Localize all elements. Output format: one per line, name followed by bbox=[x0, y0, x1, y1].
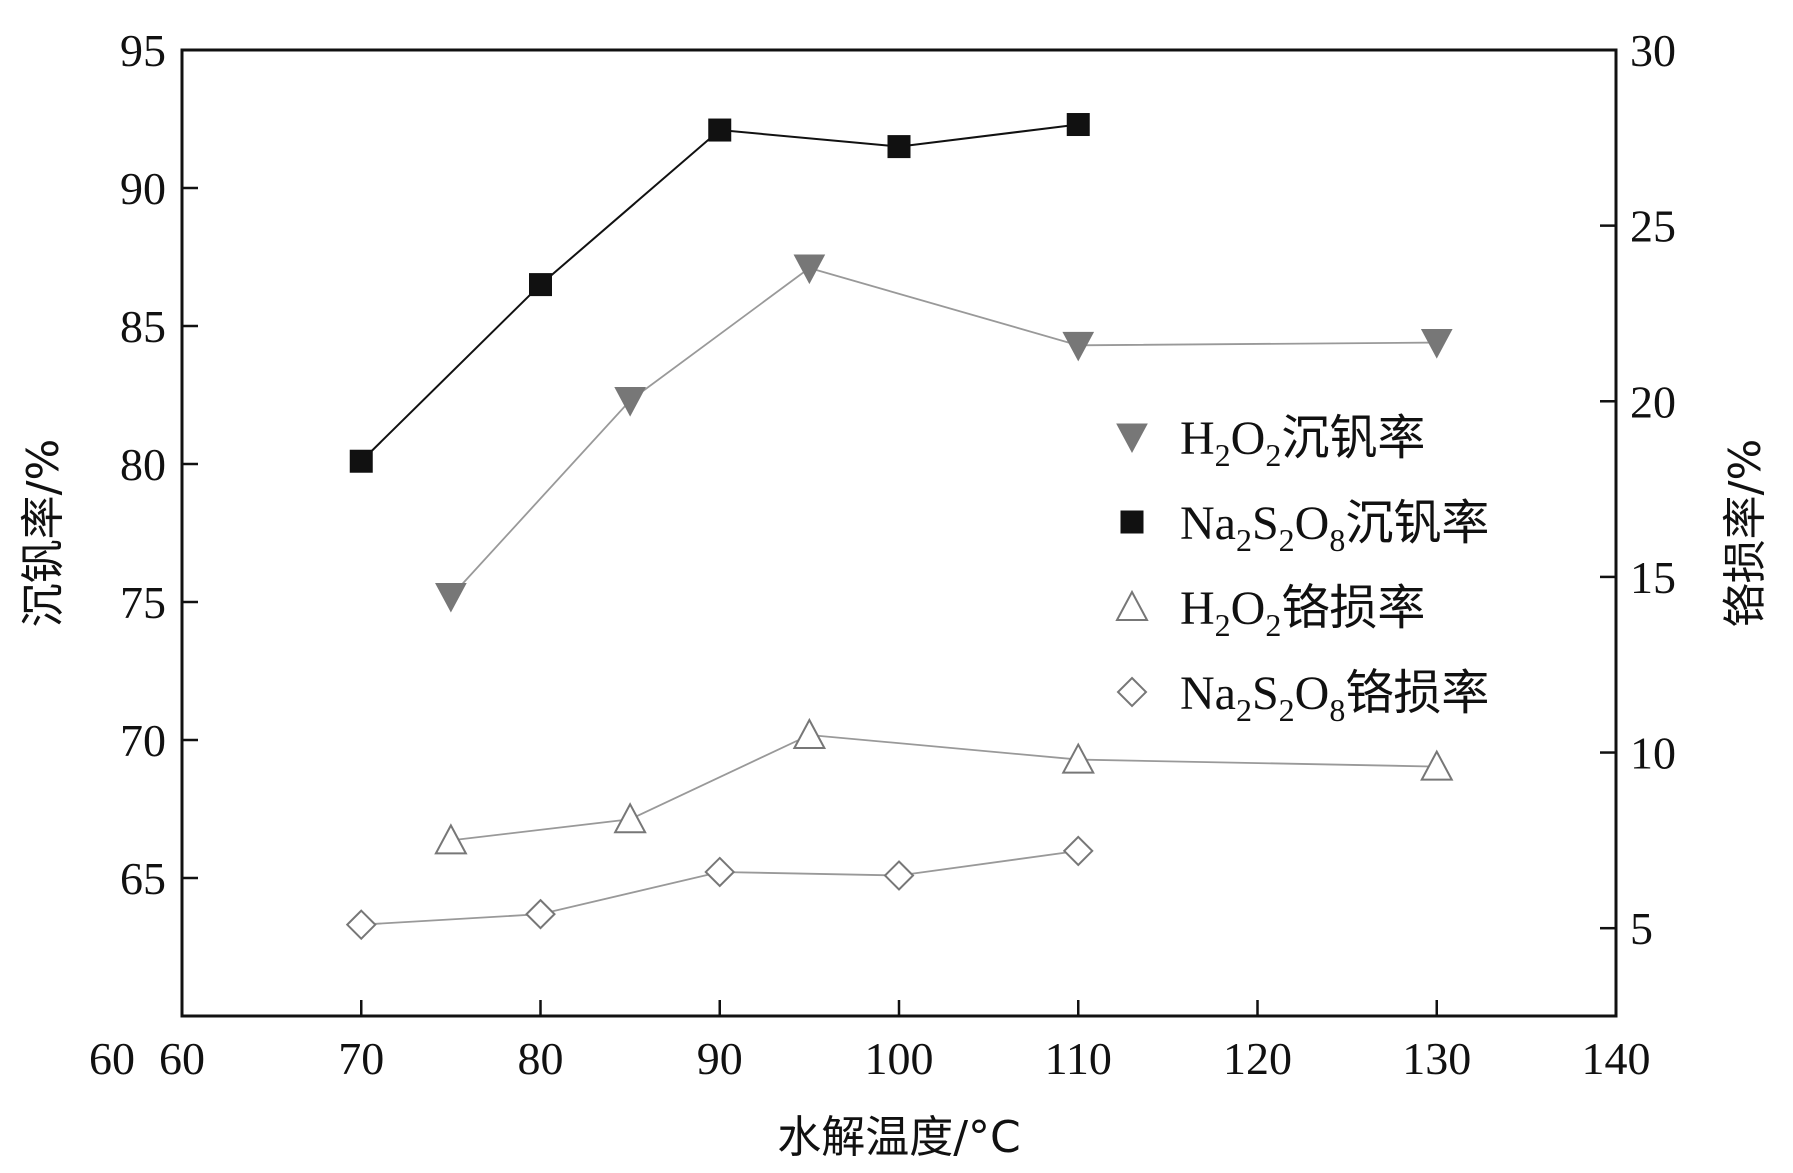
y-left-tick-label: 80 bbox=[120, 439, 166, 490]
y-right-tick-label: 20 bbox=[1630, 376, 1676, 427]
y-right-tick-label: 15 bbox=[1630, 552, 1676, 603]
legend-label-part: O bbox=[1231, 412, 1266, 465]
series-line-1 bbox=[360, 123, 1079, 462]
legend-label-part: 铬损率 bbox=[1281, 582, 1425, 635]
x-tick-label: 90 bbox=[697, 1033, 743, 1084]
data-point-series-3 bbox=[883, 860, 915, 891]
data-point-series-2 bbox=[1420, 749, 1454, 781]
legend-label-part: 2 bbox=[1279, 522, 1295, 558]
data-point-series-3 bbox=[1062, 835, 1094, 867]
legend-label-part: 2 bbox=[1215, 607, 1231, 643]
legend-label-part: 2 bbox=[1265, 437, 1281, 473]
x-tick-label: 120 bbox=[1223, 1033, 1292, 1084]
y-left-tick-label: 70 bbox=[120, 715, 166, 766]
y-right-axis-title: 铬损率/% bbox=[1720, 439, 1771, 628]
y-left-tick-label: 60 bbox=[89, 1033, 135, 1084]
legend-label-part: 2 bbox=[1236, 522, 1252, 558]
legend-label-2: H2O2铬损率 bbox=[1180, 582, 1425, 643]
legend-label-part: 8 bbox=[1329, 522, 1345, 558]
series-line-2 bbox=[450, 734, 1437, 842]
data-point-series-2 bbox=[792, 717, 827, 749]
data-point-series-2 bbox=[613, 802, 647, 834]
legend-marker-1 bbox=[1120, 510, 1144, 534]
data-point-series-2 bbox=[434, 823, 468, 855]
x-tick-label: 110 bbox=[1045, 1033, 1112, 1084]
x-tick-label: 80 bbox=[518, 1033, 564, 1084]
series-markers bbox=[345, 113, 1454, 941]
legend-label-part: 2 bbox=[1265, 607, 1281, 643]
y-left-tick-label: 65 bbox=[120, 853, 166, 904]
legend-label-0: H2O2沉钒率 bbox=[1180, 412, 1425, 473]
data-point-series-3 bbox=[525, 898, 556, 930]
y-right-tick-label: 10 bbox=[1630, 728, 1676, 779]
legend-label-part: 铬损率 bbox=[1345, 667, 1489, 720]
data-point-series-0 bbox=[614, 387, 646, 417]
legend-label-part: 沉钒率 bbox=[1281, 412, 1425, 465]
data-point-series-0 bbox=[793, 254, 826, 285]
data-point-series-2 bbox=[1061, 742, 1095, 774]
legend-marker-3 bbox=[1116, 676, 1148, 708]
legend-label-part: 8 bbox=[1329, 692, 1345, 728]
data-point-series-1 bbox=[708, 118, 732, 142]
y-right-tick-label: 25 bbox=[1630, 201, 1676, 252]
legend-label-part: H bbox=[1180, 582, 1215, 635]
legend-marker-2 bbox=[1115, 589, 1149, 621]
data-point-series-1 bbox=[349, 449, 373, 473]
legend-label-part: 2 bbox=[1236, 692, 1252, 728]
y-left-tick-label: 85 bbox=[120, 301, 166, 352]
legend-label-1: Na2S2O8沉钒率 bbox=[1180, 497, 1489, 558]
legend-label-part: O bbox=[1295, 497, 1330, 550]
y-left-axis-title: 沉钒率/% bbox=[18, 439, 69, 628]
y-right-tick-label: 30 bbox=[1630, 25, 1676, 76]
legend-label-part: O bbox=[1295, 667, 1330, 720]
data-point-series-0 bbox=[1062, 331, 1095, 362]
x-tick-label: 70 bbox=[338, 1033, 384, 1084]
x-tick-label: 130 bbox=[1402, 1033, 1471, 1084]
ticks: 60 70 80 90 100 110 120 130 140 60 65 70 75 80 85 90 95 5… bbox=[89, 25, 1676, 1084]
data-point-series-3 bbox=[345, 909, 377, 941]
data-point-series-0 bbox=[435, 582, 467, 613]
x-tick-label: 60 bbox=[159, 1033, 205, 1084]
x-tick-label: 100 bbox=[865, 1033, 934, 1084]
legend-label-part: Na bbox=[1180, 497, 1236, 550]
legend-marker-0 bbox=[1116, 423, 1148, 454]
legend-label-part: 沉钒率 bbox=[1345, 497, 1489, 550]
legend-label-part: Na bbox=[1180, 667, 1236, 720]
y-left-tick-label: 90 bbox=[120, 163, 166, 214]
x-axis-title: 水解温度/°C bbox=[777, 1112, 1021, 1163]
data-point-series-1 bbox=[887, 135, 911, 159]
data-point-series-1 bbox=[529, 273, 552, 297]
x-tick-label: 140 bbox=[1582, 1033, 1651, 1084]
legend-label-part: 2 bbox=[1279, 692, 1295, 728]
data-point-series-0 bbox=[1420, 329, 1453, 359]
legend-label-part: S bbox=[1252, 497, 1279, 550]
legend-label-part: O bbox=[1231, 582, 1266, 635]
y-left-tick-label: 75 bbox=[120, 577, 166, 628]
data-point-series-1 bbox=[1066, 113, 1090, 137]
legend-label-part: S bbox=[1252, 667, 1279, 720]
legend-label-3: Na2S2O8铬损率 bbox=[1180, 667, 1489, 728]
y-left-tick-label: 95 bbox=[120, 25, 166, 76]
legend-label-part: 2 bbox=[1215, 437, 1231, 473]
data-point-series-3 bbox=[704, 856, 736, 888]
legend-label-part: H bbox=[1180, 412, 1215, 465]
y-right-tick-label: 5 bbox=[1630, 903, 1653, 954]
